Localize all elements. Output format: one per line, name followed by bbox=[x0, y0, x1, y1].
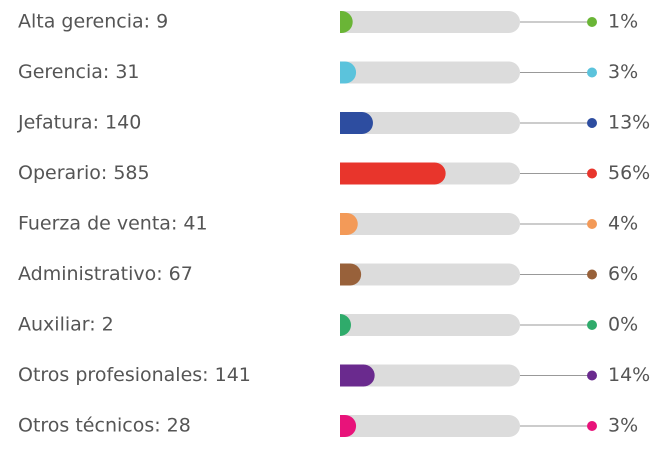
bar-track bbox=[340, 415, 520, 437]
row-label: Auxiliar: 2 bbox=[18, 314, 114, 336]
dot bbox=[587, 421, 597, 431]
bar bbox=[340, 364, 375, 387]
dot bbox=[587, 17, 597, 27]
bar bbox=[340, 213, 358, 235]
row-label: Gerencia: 31 bbox=[18, 61, 140, 83]
dot bbox=[587, 168, 597, 179]
bar bbox=[340, 162, 446, 185]
bar bbox=[340, 314, 351, 336]
value-label: 1% bbox=[608, 11, 638, 33]
bar-track bbox=[340, 61, 520, 84]
bar bbox=[340, 415, 357, 437]
bar bbox=[340, 61, 357, 84]
bar bbox=[340, 112, 373, 134]
bar bbox=[340, 263, 362, 286]
bar-track bbox=[340, 213, 520, 235]
bar-track bbox=[340, 11, 520, 33]
dot bbox=[587, 118, 597, 128]
dot bbox=[587, 269, 597, 280]
dot bbox=[587, 67, 597, 78]
bar-track bbox=[340, 112, 520, 134]
row-label: Otros técnicos: 28 bbox=[18, 415, 191, 437]
row-label: Administrativo: 67 bbox=[18, 263, 193, 285]
value-label: 6% bbox=[608, 263, 638, 285]
dot bbox=[587, 320, 597, 330]
bar-track bbox=[340, 364, 520, 387]
dot bbox=[587, 370, 597, 381]
bar bbox=[340, 11, 353, 33]
value-label: 3% bbox=[608, 415, 638, 437]
bar-track bbox=[340, 263, 520, 286]
row-label: Fuerza de venta: 41 bbox=[18, 213, 208, 235]
value-label: 0% bbox=[608, 314, 638, 336]
row-label: Alta gerencia: 9 bbox=[18, 11, 168, 33]
value-label: 3% bbox=[608, 61, 638, 83]
bar-track bbox=[340, 314, 520, 336]
value-label: 56% bbox=[608, 162, 650, 184]
row-label: Operario: 585 bbox=[18, 162, 150, 184]
dot bbox=[587, 219, 597, 229]
value-label: 13% bbox=[608, 112, 650, 134]
row-label: Otros profesionales: 141 bbox=[18, 364, 251, 386]
value-label: 4% bbox=[608, 213, 638, 235]
value-label: 14% bbox=[608, 364, 650, 386]
row-label: Jefatura: 140 bbox=[17, 112, 141, 134]
